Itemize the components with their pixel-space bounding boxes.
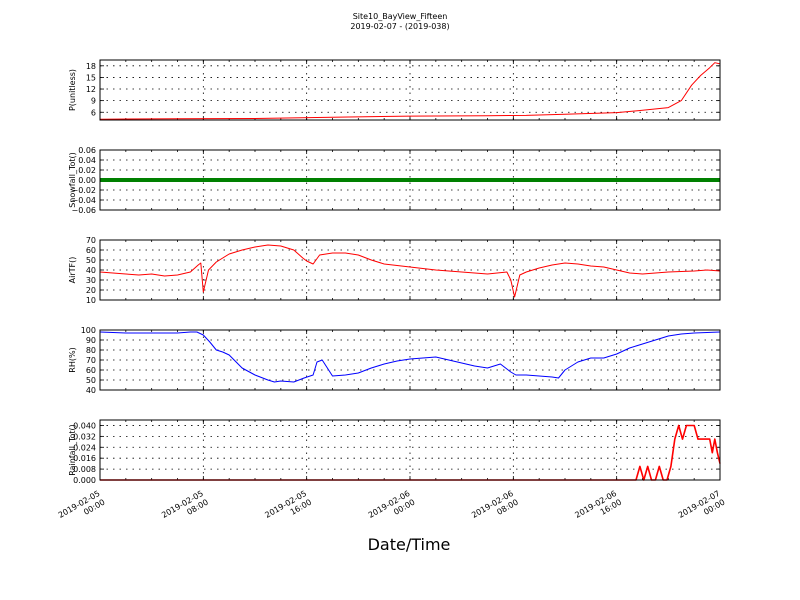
- y-tick-label: 40: [86, 386, 96, 395]
- series-line: [99, 331, 721, 383]
- y-tick-label: 6: [91, 108, 96, 117]
- axes-frame: [99, 419, 721, 481]
- y-tick-label: 30: [86, 276, 96, 285]
- y-tick-label: 0.02: [78, 166, 96, 175]
- y-axis-label: AirTF(): [68, 257, 77, 284]
- y-tick-label: 0.000: [73, 476, 96, 485]
- series-line: [100, 424, 721, 481]
- y-tick-label: 12: [86, 85, 96, 94]
- y-tick-label: 50: [86, 256, 96, 265]
- y-tick-label: 50: [86, 376, 96, 385]
- axes-frame: [99, 239, 721, 301]
- y-tick-label: 15: [86, 73, 96, 82]
- y-tick-label: 40: [86, 266, 96, 275]
- series-line: [99, 244, 721, 298]
- panels: 69121518P(unitless)−0.06−0.04−0.020.000.…: [68, 59, 721, 485]
- y-axis-label: Snowfall_Tot(): [68, 152, 77, 208]
- figure-title: Site10_BayView_Fifteen: [353, 12, 448, 21]
- figure-subtitle: 2019-02-07 - (2019-038): [350, 22, 449, 31]
- axes-frame: [99, 329, 721, 391]
- y-tick-label: −0.02: [71, 186, 96, 195]
- y-tick-label: 0.032: [73, 432, 96, 441]
- y-tick-label: 90: [86, 336, 96, 345]
- y-tick-label: 0.04: [78, 156, 96, 165]
- panel-1: 6 9 12 15 18 P(unitless): [68, 59, 721, 121]
- y-tick-label: 80: [86, 346, 96, 355]
- y-tick-label: 0.06: [78, 146, 96, 155]
- y-tick-label: 18: [86, 62, 96, 71]
- y-tick-label: 70: [86, 356, 96, 365]
- y-tick-label: 100: [81, 326, 96, 335]
- y-tick-label: 0.008: [73, 465, 96, 474]
- axes-frame: [99, 149, 721, 211]
- y-tick-label: 0.016: [73, 454, 96, 463]
- y-tick-label: 9: [91, 97, 96, 106]
- y-tick-label: 60: [86, 366, 96, 375]
- y-axis-label: RH(%): [68, 347, 77, 372]
- panel-2: −0.06−0.04−0.020.000.020.040.06Snowfall_…: [68, 146, 721, 215]
- y-tick-label: 10: [86, 296, 96, 305]
- y-tick-label: 0.024: [73, 443, 96, 452]
- panel-5: 0.000 0.008 0.016 0.024 0.032 0.040Rainfall_T…: [68, 419, 721, 485]
- y-tick-label: 20: [86, 286, 96, 295]
- y-axis-label: Rainfall_Tot(): [68, 424, 77, 476]
- y-tick-label: −0.04: [71, 196, 96, 205]
- y-tick-label: −0.06: [71, 206, 96, 215]
- y-tick-label: 0.00: [78, 176, 96, 185]
- y-tick-label: 60: [86, 246, 96, 255]
- y-tick-label: 0.040: [73, 421, 96, 430]
- series-line: [99, 62, 721, 120]
- x-axis-label: Date/Time: [368, 535, 451, 554]
- y-axis-label: P(unitless): [68, 69, 77, 111]
- y-tick-label: 70: [86, 236, 96, 245]
- axes-frame: [99, 59, 721, 121]
